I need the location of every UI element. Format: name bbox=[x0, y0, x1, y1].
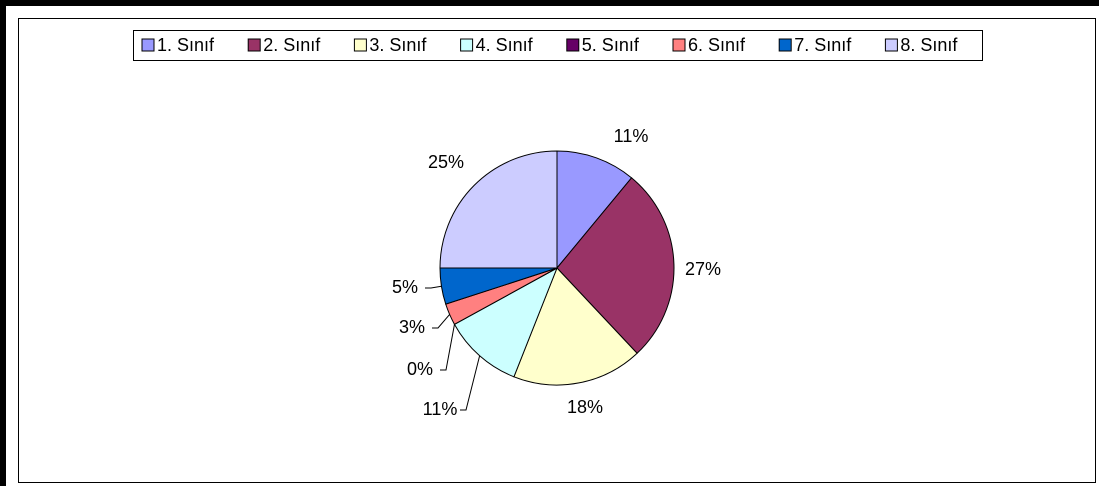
leader-line bbox=[440, 324, 455, 371]
legend-swatch bbox=[141, 38, 155, 52]
data-label: 5% bbox=[392, 277, 418, 297]
legend-label: 3. Sınıf bbox=[369, 35, 427, 55]
legend-swatch bbox=[353, 38, 367, 52]
data-label: 27% bbox=[685, 259, 721, 279]
pie-slice bbox=[556, 150, 633, 270]
data-label: 25% bbox=[428, 152, 464, 172]
legend-swatch bbox=[460, 38, 474, 52]
data-label: 0% bbox=[407, 359, 433, 379]
data-label: 3% bbox=[399, 317, 425, 337]
pie-slice bbox=[513, 267, 638, 386]
legend-swatch bbox=[778, 38, 792, 52]
legend-label: 5. Sınıf bbox=[582, 35, 640, 55]
frame-top bbox=[0, 0, 1099, 6]
data-label: 18% bbox=[567, 397, 603, 417]
legend-swatch bbox=[566, 38, 580, 52]
pie-slice bbox=[556, 177, 675, 354]
legend-label: 1. Sınıf bbox=[157, 35, 215, 55]
legend-swatch bbox=[884, 38, 898, 52]
legend-box bbox=[133, 30, 983, 61]
legend-label: 2. Sınıf bbox=[263, 35, 321, 55]
legend-swatch bbox=[247, 38, 261, 52]
pie-slice bbox=[453, 266, 558, 378]
legend-label: 8. Sınıf bbox=[900, 35, 958, 55]
leader-line bbox=[432, 314, 451, 329]
legend-label: 6. Sınıf bbox=[688, 35, 746, 55]
pie-slice bbox=[439, 150, 558, 269]
leader-line bbox=[460, 355, 481, 411]
legend-swatch bbox=[672, 38, 686, 52]
frame-left bbox=[0, 0, 6, 486]
legend-label: 7. Sınıf bbox=[794, 35, 852, 55]
leader-line bbox=[425, 285, 442, 289]
legend-label: 4. Sınıf bbox=[476, 35, 534, 55]
data-label: 11% bbox=[423, 399, 458, 419]
data-label: 11% bbox=[614, 126, 649, 146]
